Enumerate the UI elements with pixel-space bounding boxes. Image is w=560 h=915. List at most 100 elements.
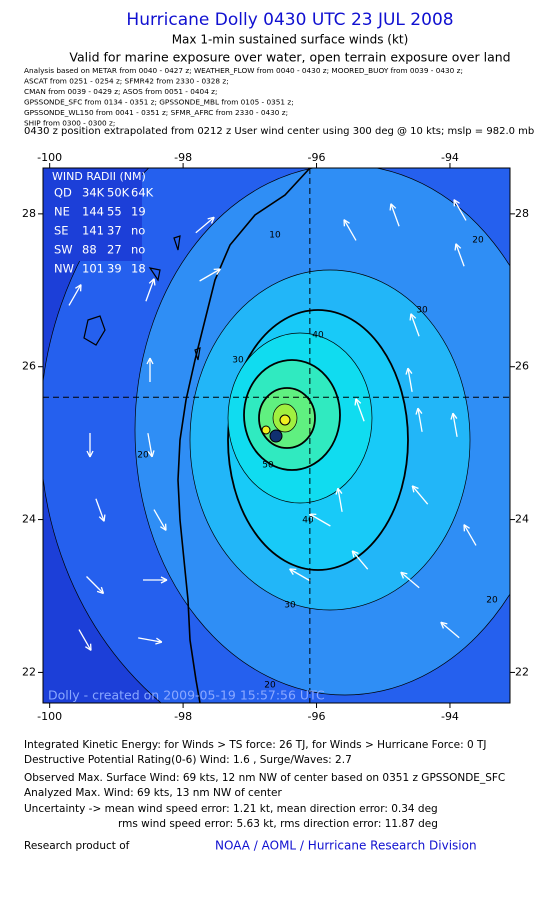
arrow-head	[335, 487, 343, 495]
wind-arrow	[199, 268, 221, 282]
wind-arrow	[343, 219, 357, 241]
radii-cell: 141	[82, 224, 104, 238]
wind-arrow	[400, 571, 420, 589]
wind-arrow	[450, 412, 458, 437]
radii-cell: 88	[82, 243, 97, 257]
validity: Valid for marine exposure over water, op…	[69, 50, 510, 65]
wind-arrows	[68, 199, 477, 651]
contour-label: 20	[137, 451, 149, 461]
y-tick-label: 26	[22, 360, 36, 373]
wind-arrow	[411, 485, 429, 505]
radii-cell: NE	[54, 205, 70, 219]
wind-arrow	[138, 637, 163, 645]
x-tick-label: -100	[37, 151, 62, 164]
wind-arrow	[463, 524, 477, 546]
radii-cell: 55	[107, 205, 122, 219]
wind-arrow	[453, 199, 467, 221]
arrow-head	[415, 407, 423, 415]
y-tick-label: 22	[22, 665, 36, 678]
radii-cell: 101	[82, 262, 104, 276]
title: Hurricane Dolly 0430 UTC 23 JUL 2008	[126, 10, 453, 30]
arrow-shaft	[343, 219, 357, 241]
lakes	[83, 235, 201, 361]
arrow-shaft	[337, 488, 343, 512]
wind-arrow	[354, 398, 365, 422]
radii-cell: SW	[54, 243, 73, 257]
contour-label: 20	[486, 596, 498, 606]
contour-label: 10	[269, 231, 281, 241]
x-tick-label: -94	[441, 710, 459, 723]
footer-line: Observed Max. Surface Wind: 69 kts, 12 n…	[24, 772, 505, 784]
x-tick-label: -96	[308, 710, 326, 723]
wind-arrow	[195, 216, 215, 234]
arrow-shaft	[410, 313, 420, 337]
arrow-shaft	[355, 398, 365, 422]
radii-title: WIND RADII (NM)	[52, 170, 146, 183]
arrow-head	[440, 621, 448, 629]
arrow-head	[213, 268, 221, 275]
arrow-shaft	[400, 571, 420, 589]
arrow-head	[405, 367, 413, 375]
coastline	[177, 168, 311, 703]
footer-line: Integrated Kinetic Energy: for Winds > T…	[24, 739, 486, 751]
wind-arrow	[415, 407, 423, 432]
map-area	[43, 168, 510, 703]
arrow-shaft	[199, 268, 221, 282]
wind-arrow	[351, 550, 369, 570]
arrow-shaft	[147, 433, 153, 457]
radii-cell: SE	[54, 224, 69, 238]
map-frame	[42, 167, 511, 704]
arrow-shaft	[390, 203, 400, 227]
credit: Dolly - created on 2009-05-19 15:57:56 U…	[48, 688, 325, 703]
wind-arrow	[95, 498, 106, 522]
wind-arrow	[86, 576, 105, 595]
source-line: SHIP from 0300 - 0300 z;	[24, 119, 115, 128]
x-tick-label: -94	[441, 151, 459, 164]
arrow-head	[146, 357, 154, 365]
arrow-shaft	[452, 413, 458, 437]
contour-label: 40	[302, 516, 314, 526]
source-line: GPSSONDE_SFC from 0134 - 0351 z; GPSSOND…	[24, 98, 294, 107]
radii-cell: 37	[107, 224, 122, 238]
arrow-head	[289, 568, 297, 575]
wind-arrow	[143, 576, 168, 584]
arrow-head	[147, 450, 155, 458]
arrow-shaft	[351, 550, 369, 570]
arrow-shaft	[95, 498, 105, 522]
arrow-shaft	[145, 278, 155, 302]
radii-header: 64K	[131, 186, 154, 200]
arrow-shaft	[309, 513, 331, 527]
arrow-shaft	[463, 524, 477, 546]
x-tick-label: -98	[174, 151, 192, 164]
y-tick-label: 24	[22, 513, 36, 526]
arrow-shaft	[138, 637, 162, 643]
org-link[interactable]: NOAA / AOML / Hurricane Research Divisio…	[215, 839, 477, 853]
footer-line: Destructive Potential Rating(0-6) Wind: …	[24, 754, 352, 766]
arrow-shaft	[86, 576, 104, 594]
arrow-head	[409, 313, 417, 321]
radii-header: 50K	[107, 186, 130, 200]
subtitle: Max 1-min sustained surface winds (kt)	[172, 33, 409, 47]
radii-cell: 144	[82, 205, 104, 219]
contour	[279, 414, 291, 426]
y-tick-label: 28	[515, 207, 529, 220]
wind-arrow	[440, 621, 460, 639]
wind-arrow	[409, 313, 420, 337]
arrow-shaft	[411, 485, 429, 505]
wind-arrow	[335, 487, 343, 512]
arrow-head	[160, 523, 167, 531]
contour-label: 30	[232, 356, 244, 366]
arrow-shaft	[289, 568, 311, 582]
source-line: ASCAT from 0251 - 0254 z; SFMR42 from 23…	[24, 77, 229, 86]
radii-cell: no	[131, 224, 145, 238]
position-note: 0430 z position extrapolated from 0212 z…	[24, 126, 534, 137]
arrow-head	[354, 398, 362, 406]
arrow-head	[85, 643, 92, 651]
y-tick-label: 24	[515, 513, 529, 526]
radii-cell: 19	[131, 205, 146, 219]
contour-label: 40	[312, 331, 324, 341]
y-tick-label: 22	[515, 665, 529, 678]
radii-header: 34K	[82, 186, 105, 200]
arrow-head	[463, 524, 470, 532]
arrow-head	[98, 514, 106, 522]
